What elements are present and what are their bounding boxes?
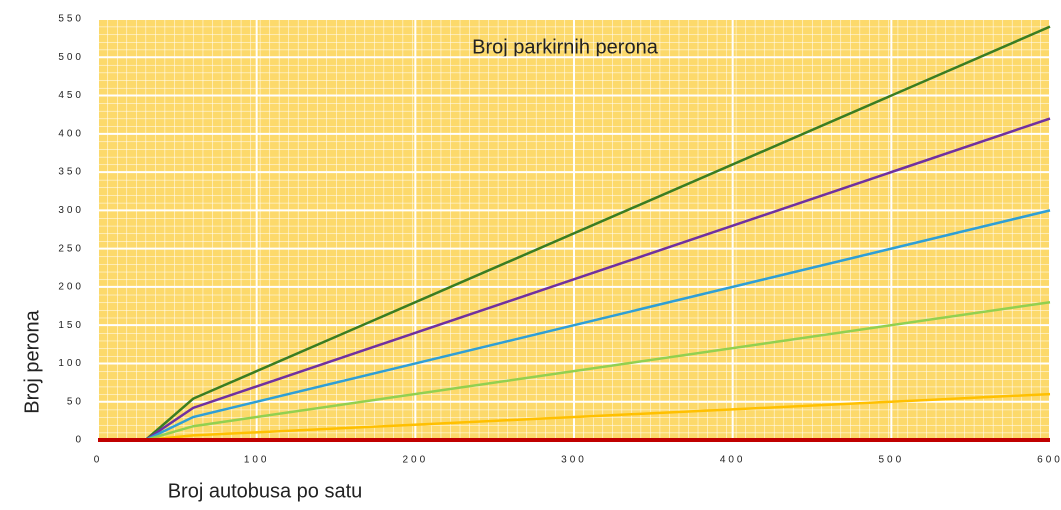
x-tick-label: 0 — [94, 455, 103, 466]
y-tick-label: 350 — [58, 167, 84, 178]
x-tick-label: 500 — [878, 455, 904, 466]
y-tick-label: 400 — [58, 128, 84, 139]
y-tick-label: 100 — [58, 358, 84, 369]
y-axis-label: Broj perona — [21, 309, 43, 413]
y-tick-label: 300 — [58, 205, 84, 216]
y-tick-label: 500 — [58, 52, 84, 63]
y-tick-label: 150 — [58, 320, 84, 331]
y-tick-label: 0 — [75, 435, 84, 446]
y-tick-label: 50 — [67, 396, 84, 407]
chart-title: Broj parkirnih perona — [472, 36, 659, 58]
x-tick-label: 200 — [402, 455, 428, 466]
y-tick-label: 550 — [58, 14, 84, 25]
x-axis-label: Broj autobusa po satu — [168, 480, 363, 502]
y-tick-label: 200 — [58, 282, 84, 293]
x-tick-label: 100 — [244, 455, 270, 466]
x-tick-label: 400 — [720, 455, 746, 466]
y-tick-label: 250 — [58, 243, 84, 254]
y-tick-label: 450 — [58, 90, 84, 101]
x-tick-label: 600 — [1037, 455, 1061, 466]
x-tick-label: 300 — [561, 455, 587, 466]
